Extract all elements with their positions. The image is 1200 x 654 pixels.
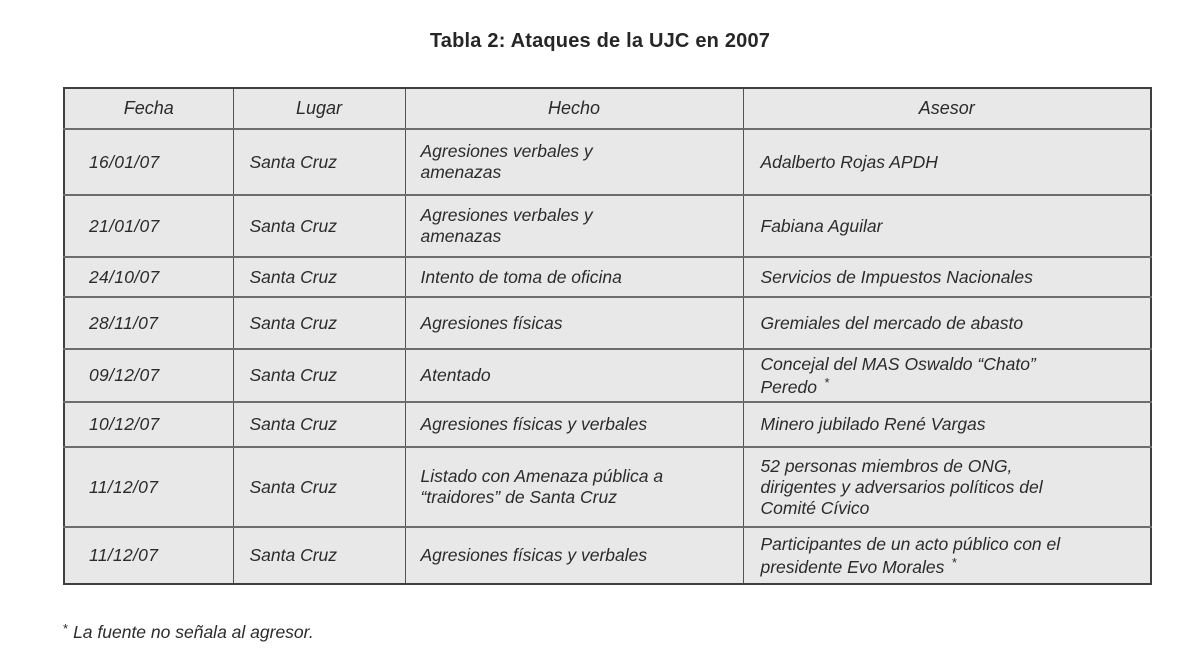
cell-lugar: Santa Cruz bbox=[232, 194, 405, 257]
cell-lugar: Santa Cruz bbox=[232, 526, 405, 584]
cell-asesor: Gremiales del mercado de abasto bbox=[742, 296, 1151, 349]
cell-hecho: Intento de toma de oficina bbox=[404, 256, 743, 297]
asesor-text: Participantes de un acto público con el … bbox=[760, 533, 1061, 577]
document-page: Tabla 2: Ataques de la UJC en 2007 Fecha… bbox=[0, 30, 1200, 654]
cell-asesor: Adalberto Rojas APDH bbox=[742, 128, 1151, 195]
cell-hecho: Agresiones físicas y verbales bbox=[404, 401, 743, 447]
cell-hecho: Listado con Amenaza pública a “traidores… bbox=[404, 446, 743, 527]
cell-fecha: 28/11/07 bbox=[64, 296, 233, 349]
cell-fecha: 09/12/07 bbox=[64, 348, 233, 402]
table-row: 09/12/07 Santa Cruz Atentado Concejal de… bbox=[64, 348, 1151, 402]
table-row: 21/01/07 Santa Cruz Agresiones verbales … bbox=[64, 194, 1151, 257]
table-row: 16/01/07 Santa Cruz Agresiones verbales … bbox=[64, 128, 1151, 195]
header-row: Fecha Lugar Hecho Asesor bbox=[64, 88, 1151, 129]
cell-asesor: Concejal del MAS Oswaldo “Chato” Peredo * bbox=[742, 348, 1151, 402]
cell-lugar: Santa Cruz bbox=[232, 256, 405, 297]
cell-hecho: Atentado bbox=[404, 348, 743, 402]
cell-lugar: Santa Cruz bbox=[232, 446, 405, 527]
cell-fecha: 16/01/07 bbox=[64, 128, 233, 195]
cell-fecha: 10/12/07 bbox=[64, 401, 233, 447]
cell-hecho: Agresiones verbales y amenazas bbox=[404, 194, 743, 257]
cell-lugar: Santa Cruz bbox=[232, 128, 405, 195]
footnote-marker: * bbox=[63, 621, 69, 636]
cell-fecha: 11/12/07 bbox=[64, 446, 233, 527]
table-row: 24/10/07 Santa Cruz Intento de toma de o… bbox=[64, 256, 1151, 297]
footnote-marker: * bbox=[951, 554, 957, 570]
footnote-marker: * bbox=[823, 374, 829, 390]
footnote-text: La fuente no señala al agresor. bbox=[73, 622, 314, 642]
cell-asesor: Fabiana Aguilar bbox=[742, 194, 1151, 257]
cell-fecha: 21/01/07 bbox=[64, 194, 233, 257]
table-title: Tabla 2: Ataques de la UJC en 2007 bbox=[429, 30, 771, 52]
cell-asesor: Participantes de un acto público con el … bbox=[742, 526, 1151, 584]
cell-lugar: Santa Cruz bbox=[232, 401, 405, 447]
cell-asesor: 52 personas miembros de ONG, dirigentes … bbox=[742, 446, 1151, 527]
cell-asesor: Minero jubilado René Vargas bbox=[742, 401, 1151, 447]
table-row: 28/11/07 Santa Cruz Agresiones físicas G… bbox=[64, 296, 1151, 349]
column-header-hecho: Hecho bbox=[404, 88, 743, 129]
table-row: 11/12/07 Santa Cruz Listado con Amenaza … bbox=[64, 446, 1151, 527]
column-header-fecha: Fecha bbox=[64, 88, 233, 129]
cell-lugar: Santa Cruz bbox=[232, 348, 405, 402]
cell-hecho: Agresiones verbales y amenazas bbox=[404, 128, 743, 195]
cell-asesor: Servicios de Impuestos Nacionales bbox=[742, 256, 1151, 297]
cell-hecho: Agresiones físicas y verbales bbox=[404, 526, 743, 584]
column-header-asesor: Asesor bbox=[742, 88, 1151, 129]
table-row: 11/12/07 Santa Cruz Agresiones físicas y… bbox=[64, 526, 1151, 584]
attacks-table: Fecha Lugar Hecho Asesor 16/01/07 Santa … bbox=[63, 87, 1152, 585]
column-header-lugar: Lugar bbox=[232, 88, 405, 129]
table-row: 10/12/07 Santa Cruz Agresiones físicas y… bbox=[64, 401, 1151, 447]
cell-hecho: Agresiones físicas bbox=[404, 296, 743, 349]
cell-fecha: 24/10/07 bbox=[64, 256, 233, 297]
asesor-text: Concejal del MAS Oswaldo “Chato” Peredo bbox=[760, 353, 1036, 397]
cell-lugar: Santa Cruz bbox=[232, 296, 405, 349]
cell-fecha: 11/12/07 bbox=[64, 526, 233, 584]
table-footnote: * La fuente no señala al agresor. bbox=[63, 621, 1200, 643]
